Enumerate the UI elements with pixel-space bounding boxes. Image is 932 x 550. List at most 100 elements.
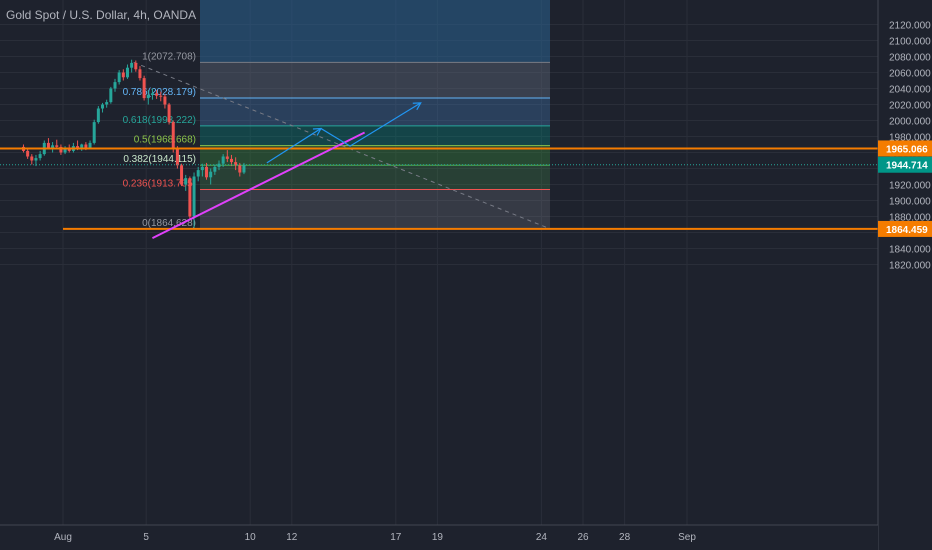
candle-body — [225, 156, 229, 159]
candle-body — [88, 142, 92, 148]
support-level-price-tag — [878, 220, 932, 237]
projection-path[interactable] — [266, 102, 422, 164]
time-tick-label: 12 — [286, 532, 298, 543]
candle-body — [55, 145, 59, 147]
time-tick-label: 28 — [619, 532, 631, 543]
price-tick-label: 2100.000 — [889, 37, 931, 48]
candle-body — [205, 166, 209, 178]
candle-body — [209, 171, 213, 178]
candle-body — [159, 95, 163, 97]
projection-arrowhead — [412, 102, 422, 111]
candle-body — [34, 158, 38, 161]
candle-body — [51, 145, 55, 148]
candle-body — [30, 156, 34, 161]
candle-body — [76, 146, 80, 149]
price-tick-label: 2040.000 — [889, 85, 931, 96]
fib-level-label: 0(1864.628) — [142, 218, 196, 229]
candle-body — [150, 93, 154, 95]
time-tick-label: 26 — [577, 532, 589, 543]
candle-body — [38, 154, 42, 159]
price-tick-label: 1900.000 — [889, 197, 931, 208]
time-tick-label: 17 — [390, 532, 402, 543]
price-tick-label: 1980.000 — [889, 133, 931, 144]
time-axis[interactable] — [0, 525, 878, 550]
candle-body — [229, 158, 233, 163]
resistance-level-price-label: 1965.066 — [886, 144, 928, 155]
candle-body — [234, 162, 238, 166]
candle-body — [142, 78, 146, 99]
candle-body — [92, 122, 96, 143]
candle-body — [217, 163, 221, 167]
projection-arrowhead — [312, 127, 322, 136]
candle-body — [171, 122, 175, 149]
projection-zone-blue — [200, 0, 550, 63]
price-tick-label: 2080.000 — [889, 53, 931, 64]
candle-body — [196, 170, 200, 177]
fib-level-label: 0.786(2028.179) — [123, 87, 196, 98]
fib-level-label: 0.5(1968.668) — [134, 135, 196, 146]
price-tick-label: 2120.000 — [889, 21, 931, 32]
candle-body — [242, 165, 246, 173]
time-tick-label: Sep — [678, 532, 696, 543]
fib-diagonal — [133, 61, 551, 230]
candle-body — [155, 93, 159, 96]
candle-body — [113, 82, 117, 89]
candle-body — [146, 94, 150, 99]
time-tick-label: 5 — [143, 532, 149, 543]
candle-body — [96, 108, 100, 123]
candle-body — [117, 72, 121, 83]
candle-body — [221, 156, 225, 164]
fib-zone — [200, 62, 550, 98]
candle-body — [130, 62, 134, 68]
symbol-title: Gold Spot / U.S. Dollar, 4h, OANDA — [6, 8, 197, 22]
price-tick-label: 1880.000 — [889, 213, 931, 224]
fib-level-label: 0.618(1993.222) — [123, 115, 196, 126]
time-tick-label: 10 — [245, 532, 257, 543]
candle-body — [26, 150, 30, 157]
price-tick-label: 1820.000 — [889, 261, 931, 272]
ascending-trendline[interactable] — [151, 131, 366, 239]
support-level-price-label: 1864.459 — [886, 225, 928, 236]
fib-level-label: 0.236(1913.735) — [123, 179, 196, 190]
candle-body — [125, 67, 129, 78]
price-tick-label: 1840.000 — [889, 245, 931, 256]
candle-body — [213, 166, 217, 172]
current-price-label: 1944.714 — [886, 161, 928, 172]
candle-body — [134, 62, 138, 70]
resistance-level-price-tag — [878, 140, 932, 157]
fib-level-label: 1(2072.708) — [142, 51, 196, 62]
candle-body — [67, 149, 71, 151]
candle-body — [184, 178, 188, 185]
price-tick-label: 2000.000 — [889, 117, 931, 128]
candle-body — [59, 146, 63, 153]
candle-body — [200, 166, 204, 171]
fib-zone — [200, 97, 550, 126]
candle-body — [80, 144, 84, 149]
fib-zone — [200, 189, 550, 229]
candle-body — [192, 176, 196, 217]
price-tick-label: 1920.000 — [889, 181, 931, 192]
candle-body — [63, 149, 67, 153]
fib-level-label: 0.382(1944.115) — [123, 154, 196, 165]
candle-body — [105, 102, 109, 105]
time-tick-label: 19 — [432, 532, 444, 543]
candle-body — [163, 96, 167, 105]
current-price-tag — [878, 156, 932, 173]
price-tick-label: 2020.000 — [889, 101, 931, 112]
candle-body — [188, 178, 192, 217]
price-tick-label: 2060.000 — [889, 69, 931, 80]
candle-body — [138, 69, 142, 79]
time-tick-label: 24 — [536, 532, 548, 543]
price-axis[interactable] — [878, 0, 932, 550]
candle-body — [180, 165, 184, 185]
fib-zone — [200, 145, 550, 166]
candle-body — [175, 148, 179, 166]
candle-body — [167, 104, 171, 123]
fib-zone — [200, 125, 550, 146]
candle-body — [109, 88, 113, 103]
candle-body — [121, 72, 125, 78]
fib-zone — [200, 165, 550, 190]
candle-body — [101, 104, 105, 109]
